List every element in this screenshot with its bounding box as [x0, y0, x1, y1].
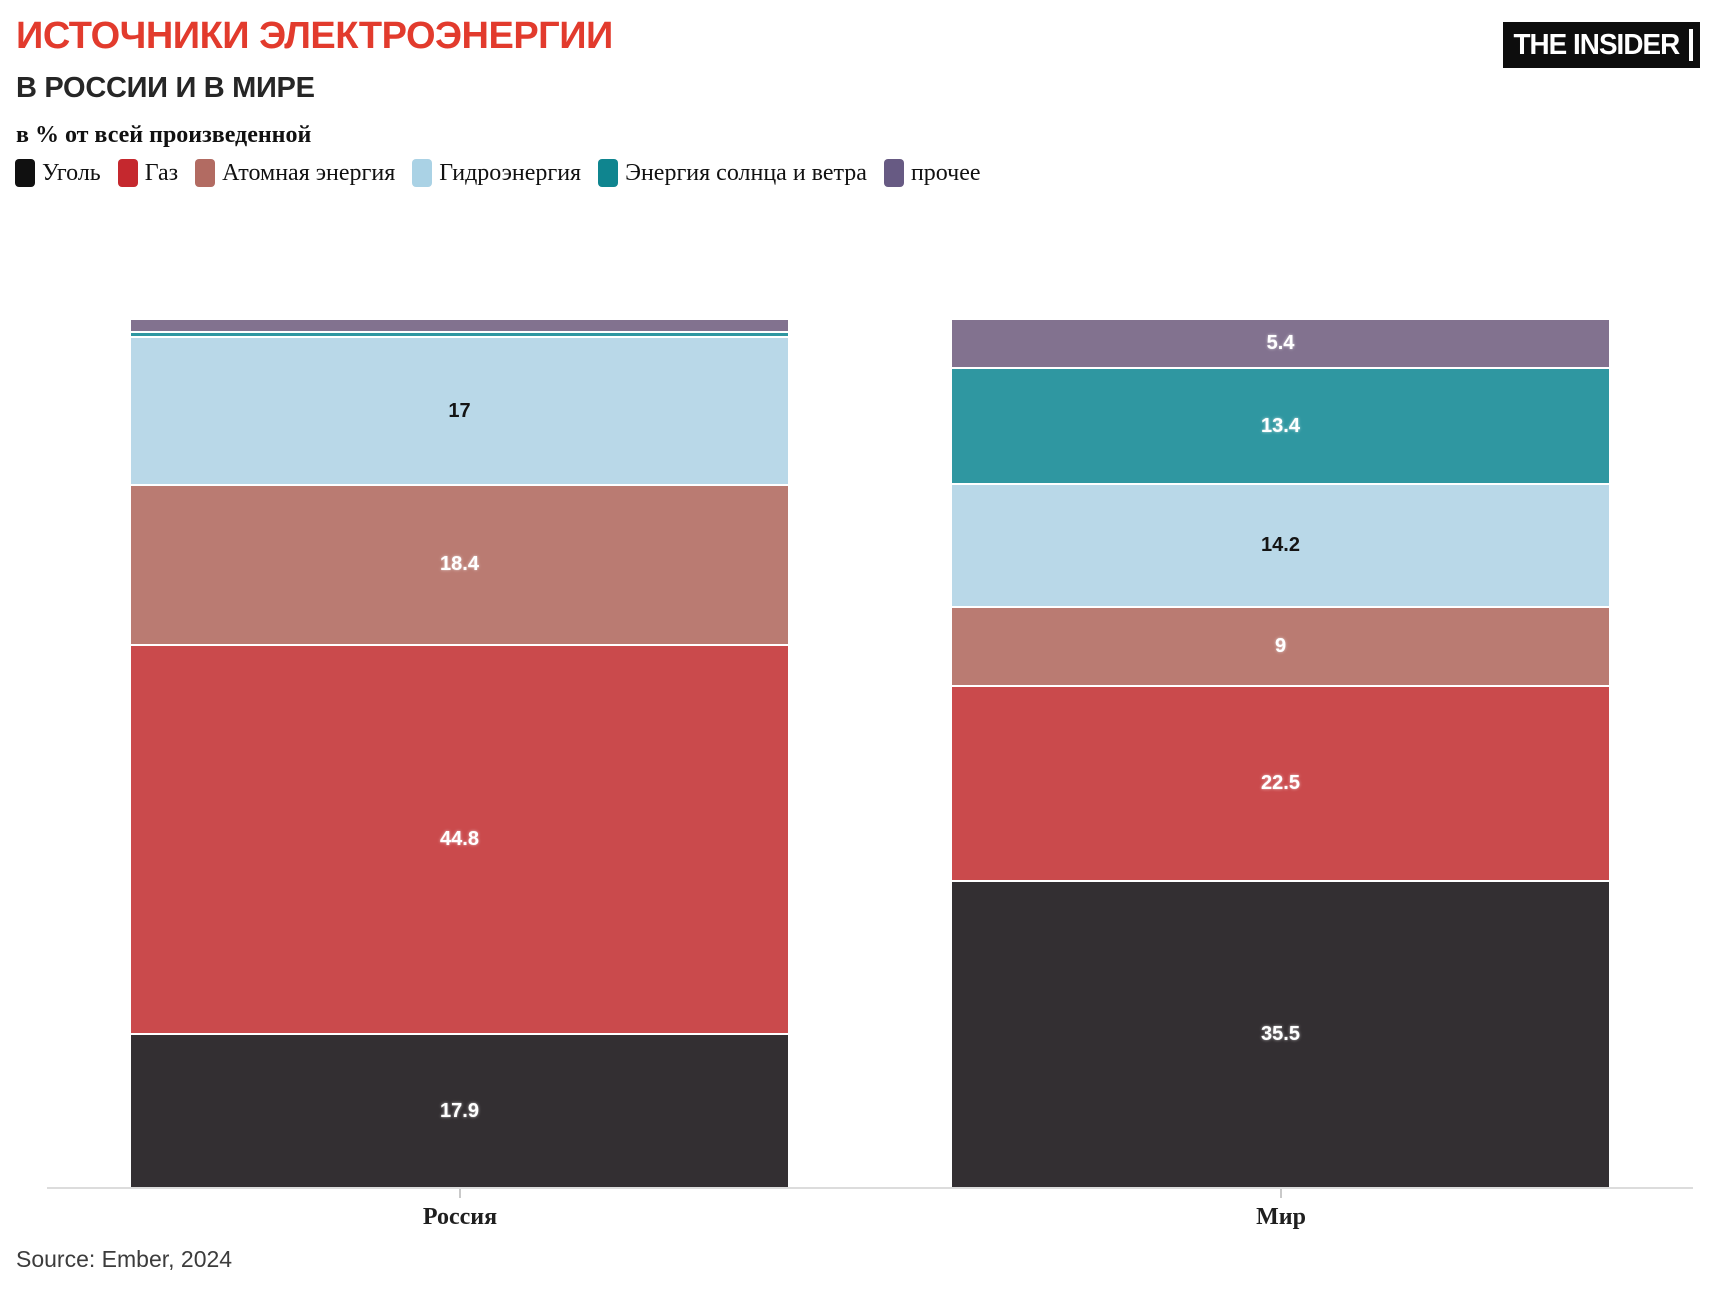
page-title: ИСТОЧНИКИ ЭЛЕКТРОЭНЕРГИИ [16, 15, 613, 57]
legend-label: Уголь [42, 159, 101, 186]
bar-segment: 14.2 [952, 483, 1609, 607]
legend-swatch [883, 159, 904, 187]
legend-item: Гидроэнергия [412, 159, 581, 187]
stacked-bar-russia: 17 18.4 44.8 17.9 [131, 320, 788, 1188]
legend-swatch [117, 159, 138, 187]
value-label: 13.4 [1261, 414, 1300, 437]
legend-item: прочее [883, 159, 981, 187]
the-insider-logo: THE INSIDER [1503, 22, 1700, 68]
value-label: 9 [1274, 634, 1287, 657]
value-label: 17 [448, 399, 471, 422]
bar-segment: 35.5 [952, 879, 1609, 1188]
legend-label: прочее [910, 159, 981, 186]
legend-label: Энергия солнца и ветра [625, 159, 867, 186]
value-label: 5.4 [1266, 331, 1295, 354]
bar-segment: 13.4 [952, 366, 1609, 484]
axis-tick-world [1280, 1189, 1282, 1198]
header: ИСТОЧНИКИ ЭЛЕКТРОЭНЕРГИИ В РОССИИ И В МИ… [16, 14, 613, 149]
value-label: 22.5 [1261, 771, 1300, 794]
bar-segment [131, 331, 788, 337]
bar-segment: 17.9 [131, 1032, 788, 1188]
x-axis-line [47, 1187, 1693, 1189]
chart-legend: Уголь Газ Атомная энергия Гидроэнергия Энерг… [15, 159, 981, 187]
axis-tick-russia [459, 1189, 461, 1198]
legend-item: Газ [117, 159, 179, 187]
stacked-bar-world: 5.4 13.4 14.2 9 22.5 35.5 [952, 320, 1609, 1188]
source-note: Source: Ember, 2024 [16, 1246, 233, 1272]
legend-swatch [412, 159, 433, 187]
category-label-world: Мир [1256, 1204, 1306, 1230]
plot-area: 17 18.4 44.8 17.9 5.4 13.4 14.2 9 22.5 35.5 Росс… [0, 320, 1732, 1230]
legend-label: Гидроэнергия [439, 159, 582, 186]
legend-item: Уголь [15, 159, 101, 187]
logo-text: THE INSIDER [1513, 28, 1681, 61]
legend-swatch [15, 159, 35, 187]
legend-item: Атомная энергия [195, 159, 395, 187]
legend-swatch [195, 159, 216, 187]
bar-segment [131, 320, 788, 332]
bar-segment: 5.4 [952, 320, 1609, 367]
value-label: 44.8 [440, 827, 479, 850]
bar-segment: 18.4 [131, 484, 788, 644]
value-label: 18.4 [440, 553, 479, 576]
bar-segment: 22.5 [952, 684, 1609, 880]
category-label-russia: Россия [422, 1204, 498, 1230]
bar-segment: 17 [131, 336, 788, 485]
bar-segment: 9 [952, 606, 1609, 685]
value-label: 14.2 [1261, 534, 1300, 557]
value-label: 35.5 [1261, 1023, 1300, 1046]
value-label: 17.9 [440, 1099, 479, 1122]
bar-segment: 44.8 [131, 643, 788, 1033]
legend-label: Атомная энергия [222, 159, 396, 186]
legend-swatch [598, 159, 619, 187]
logo-cursor-bar [1688, 29, 1693, 61]
legend-item: Энергия солнца и ветра [598, 159, 867, 187]
units-note: в % от всей произведенной [16, 122, 312, 148]
page-subtitle: В РОССИИ И В МИРЕ [16, 72, 315, 104]
legend-label: Газ [144, 159, 179, 186]
